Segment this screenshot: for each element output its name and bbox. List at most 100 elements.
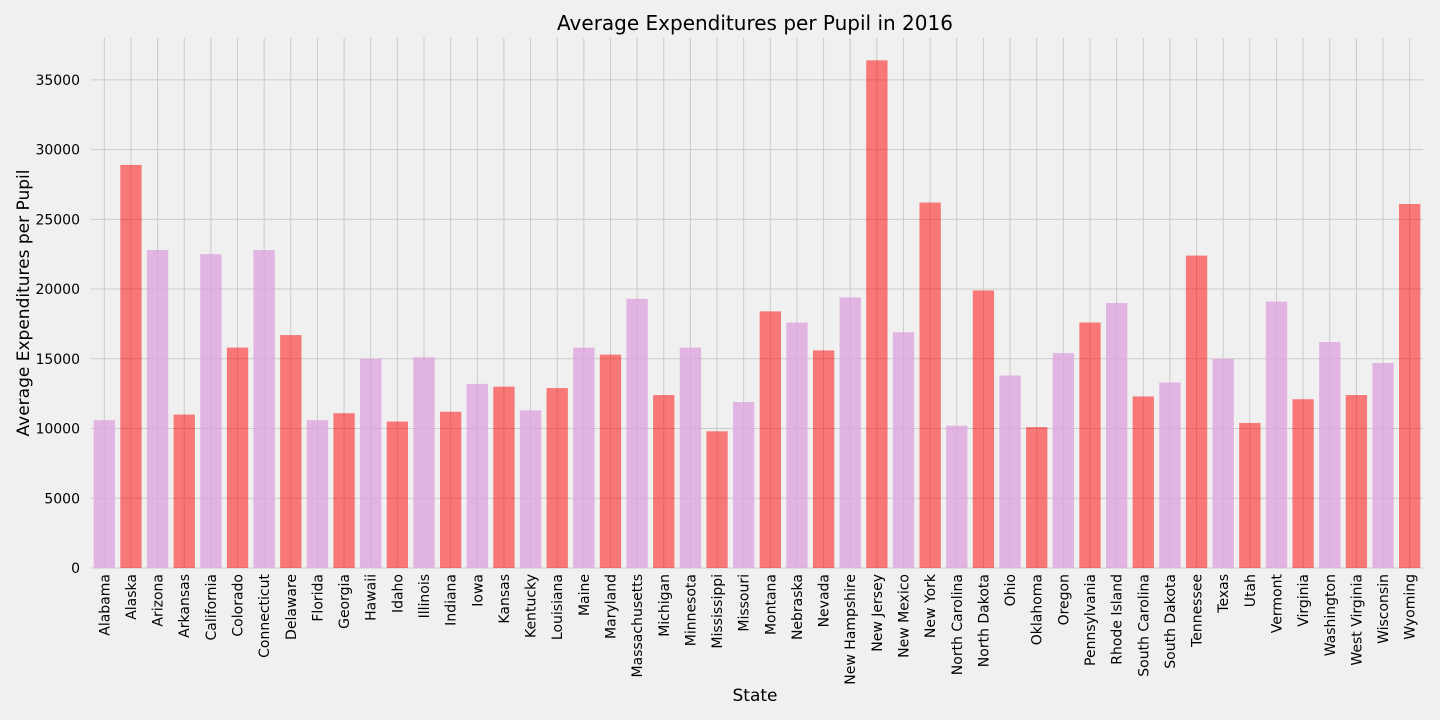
bar-indiana <box>439 411 462 568</box>
x-tick-label: Alaska <box>124 574 140 620</box>
y-tick-label: 20000 <box>35 282 80 298</box>
x-tick-label: Montana <box>763 574 779 635</box>
bar-south-dakota <box>1159 382 1181 568</box>
bar-new-mexico <box>892 332 915 568</box>
bar-virginia <box>1292 399 1314 568</box>
bar-rhode-island <box>1105 303 1128 568</box>
x-tick-label: New Hampshire <box>843 574 859 685</box>
bar-maryland <box>599 354 622 568</box>
bar-minnesota <box>679 347 702 568</box>
x-tick-label: Indiana <box>444 574 460 626</box>
bar-kansas <box>493 386 515 568</box>
chart-title: Average Expenditures per Pupil in 2016 <box>557 11 953 35</box>
bar-mississippi <box>706 431 728 568</box>
x-tick-label: Michigan <box>657 574 673 637</box>
bar-illinois <box>413 357 435 568</box>
x-tick-label: Kentucky <box>524 574 540 638</box>
x-tick-label: Minnesota <box>683 574 699 646</box>
x-tick-label: Rhode Island <box>1110 574 1126 665</box>
y-axis-title: Average Expenditures per Pupil <box>14 170 34 437</box>
bar-delaware <box>280 335 302 568</box>
bar-nevada <box>812 350 835 568</box>
x-tick-label: Tennessee <box>1190 574 1206 648</box>
bar-california <box>200 254 222 568</box>
y-tick-label: 5000 <box>44 491 80 507</box>
bar-texas <box>1212 358 1234 568</box>
x-tick-label: Idaho <box>390 574 406 613</box>
bar-arizona <box>146 250 169 568</box>
x-tick-label: Maryland <box>603 574 619 639</box>
x-tick-label: Oregon <box>1056 574 1072 625</box>
x-tick-label: Arkansas <box>177 574 193 638</box>
x-tick-label: Colorado <box>231 574 247 637</box>
x-tick-label: California <box>204 574 220 640</box>
bar-washington <box>1319 342 1341 568</box>
bar-oklahoma <box>1026 427 1048 568</box>
x-tick-label: West Virginia <box>1349 574 1365 666</box>
bar-missouri <box>733 402 755 568</box>
bar-georgia <box>333 413 355 568</box>
bar-new-hampshire <box>839 297 861 568</box>
x-tick-label: Nebraska <box>790 574 806 640</box>
x-tick-label: Vermont <box>1269 573 1285 633</box>
bar-louisiana <box>546 388 568 568</box>
bar-maine <box>573 347 595 568</box>
x-tick-label: Iowa <box>470 574 486 607</box>
x-tick-label: Washington <box>1323 574 1339 656</box>
bar-hawaii <box>360 358 382 568</box>
bar-new-york <box>919 202 941 568</box>
bar-iowa <box>466 383 488 568</box>
bar-vermont <box>1265 301 1288 568</box>
bar-ohio <box>999 375 1021 568</box>
x-tick-label: Kansas <box>497 574 513 624</box>
x-tick-label: Arizona <box>151 574 167 627</box>
x-tick-label: South Dakota <box>1163 574 1179 669</box>
bar-pennsylvania <box>1079 322 1101 568</box>
x-tick-label: Alabama <box>97 574 113 636</box>
bar-michigan <box>653 395 675 568</box>
x-tick-label: Hawaii <box>364 574 380 621</box>
bar-alaska <box>120 164 142 568</box>
bar-wisconsin <box>1372 362 1394 568</box>
x-tick-labels: Alabama Alaska Arizona Arkansas California Co… <box>97 573 1418 685</box>
x-tick-label: Florida <box>310 574 326 622</box>
x-tick-label: Massachusetts <box>630 574 646 677</box>
bar-north-dakota <box>972 290 995 568</box>
bar-oregon <box>1052 353 1075 568</box>
x-tick-label: North Carolina <box>950 574 966 675</box>
bar-utah <box>1239 422 1261 568</box>
x-tick-label: Ohio <box>1003 574 1019 606</box>
x-tick-label: Georgia <box>337 574 353 629</box>
x-tick-label: Maine <box>577 574 593 616</box>
bar-west-virginia <box>1345 395 1368 568</box>
y-tick-label: 35000 <box>35 73 80 89</box>
bar-connecticut <box>253 250 275 568</box>
x-tick-label: Wisconsin <box>1376 574 1392 644</box>
bar-north-carolina <box>946 425 968 568</box>
bar-south-carolina <box>1132 396 1154 568</box>
x-tick-label: North Dakota <box>976 574 992 667</box>
x-tick-label: Virginia <box>1296 574 1312 627</box>
bar-idaho <box>386 421 409 568</box>
x-tick-label: Wyoming <box>1403 574 1419 640</box>
x-tick-label: New Jersey <box>870 574 886 652</box>
x-tick-label: Pennsylvania <box>1083 574 1099 666</box>
bars <box>93 60 1421 568</box>
x-tick-label: Louisiana <box>550 574 566 640</box>
bar-florida <box>306 420 329 568</box>
bar-kentucky <box>519 410 542 568</box>
x-tick-label: Texas <box>1216 574 1232 614</box>
y-tick-label: 25000 <box>35 212 80 228</box>
x-tick-label: Oklahoma <box>1030 574 1046 645</box>
x-tick-label: Delaware <box>284 574 300 640</box>
y-tick-label: 30000 <box>35 143 80 159</box>
bar-colorado <box>226 347 249 568</box>
bar-wyoming <box>1399 203 1421 568</box>
bar-alabama <box>93 420 115 568</box>
y-tick-labels: 0 5000 10000 15000 20000 25000 30000 35000 <box>35 73 80 577</box>
x-tick-label: Utah <box>1243 574 1259 607</box>
y-tick-label: 10000 <box>35 422 80 438</box>
bar-tennessee <box>1185 255 1208 568</box>
x-tick-label: South Carolina <box>1136 574 1152 677</box>
